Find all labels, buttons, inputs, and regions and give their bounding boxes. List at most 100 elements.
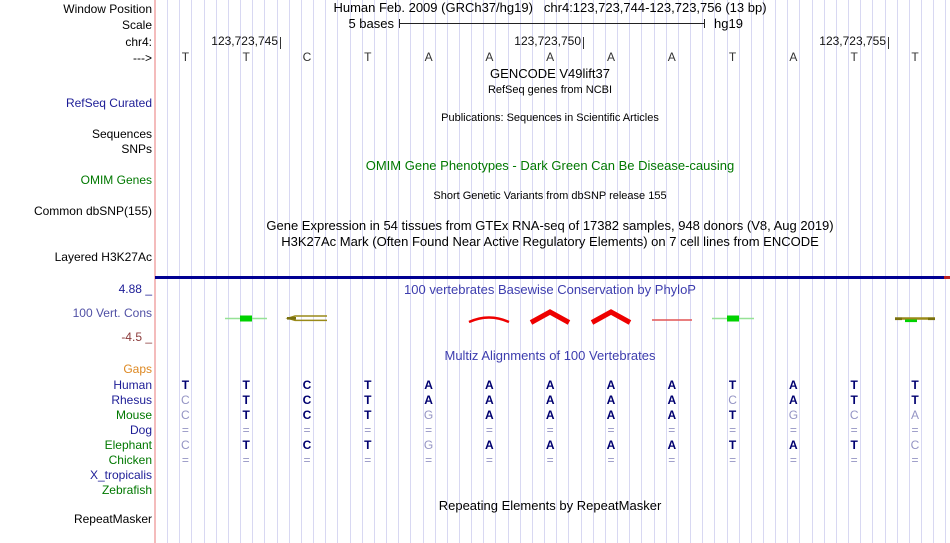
- alignment-base-human: A: [485, 378, 494, 392]
- alignment-base-dog: =: [668, 423, 676, 437]
- alignment-base-chicken: =: [789, 453, 797, 467]
- sequence-base: T: [728, 50, 737, 64]
- alignment-base-chicken: =: [425, 453, 433, 467]
- alignment-base-dog: =: [911, 423, 919, 437]
- alignment-base-chicken: =: [181, 453, 189, 467]
- alignment-base-mouse: T: [364, 408, 372, 422]
- ruler-position-label: 123,723,755: [819, 34, 886, 48]
- alignment-base-elephant: A: [545, 438, 555, 452]
- alignment-base-human: C: [302, 378, 312, 392]
- gridline: [738, 0, 740, 543]
- alignment-base-elephant: T: [364, 438, 372, 452]
- track-label-layered-h3k27ac[interactable]: Layered H3K27Ac: [54, 250, 152, 264]
- alignment-base-rhesus: A: [606, 393, 616, 407]
- gridline: [604, 0, 606, 543]
- alignment-base-dog: =: [242, 423, 250, 437]
- species-label-mouse[interactable]: Mouse: [115, 408, 152, 422]
- species-label-elephant[interactable]: Elephant: [104, 438, 152, 452]
- species-label-zebrafish[interactable]: Zebrafish: [101, 483, 152, 497]
- gridline: [884, 0, 886, 543]
- gridline: [337, 0, 339, 543]
- gridline: [702, 0, 704, 543]
- conservation-mark-red-peak: [589, 306, 633, 326]
- gridline: [373, 0, 375, 543]
- gridline: [227, 0, 229, 543]
- alignment-base-elephant: A: [789, 438, 798, 452]
- alignment-base-mouse: G: [788, 408, 799, 422]
- track-label-sequences[interactable]: Sequences: [91, 127, 152, 141]
- track-label-cons-min: -4.5 _: [121, 330, 152, 344]
- alignment-base-elephant: C: [302, 438, 312, 452]
- scale-bar-right-tick: [703, 19, 705, 28]
- alignment-base-chicken: =: [668, 453, 676, 467]
- gridline: [568, 0, 570, 543]
- alignment-base-mouse: A: [606, 408, 616, 422]
- alignment-base-rhesus: T: [850, 393, 858, 407]
- track-label-refseq-curated[interactable]: RefSeq Curated: [65, 96, 152, 110]
- gridline: [191, 0, 193, 543]
- alignment-base-rhesus: C: [302, 393, 312, 407]
- species-label-human[interactable]: Human: [113, 378, 152, 392]
- alignment-base-dog: =: [303, 423, 311, 437]
- gridline: [592, 0, 594, 543]
- gridline: [775, 0, 777, 543]
- gridline: [167, 0, 169, 543]
- scale-value-label: 5 bases: [348, 16, 394, 31]
- gridline: [872, 0, 874, 543]
- gridline: [933, 0, 935, 543]
- sequence-base: A: [546, 50, 555, 64]
- alignment-base-rhesus: C: [181, 393, 190, 407]
- sequence-base: T: [911, 50, 919, 64]
- alignment-base-elephant: T: [728, 438, 737, 452]
- alignment-base-dog: =: [485, 423, 493, 437]
- alignment-base-chicken: =: [911, 453, 919, 467]
- alignment-base-dog: =: [546, 423, 554, 437]
- gridline: [240, 0, 242, 543]
- conservation-mark-green-line-box: [224, 306, 268, 326]
- species-label-rhesus[interactable]: Rhesus: [111, 393, 152, 407]
- alignment-base-dog: =: [181, 423, 189, 437]
- track-label-repeatmasker[interactable]: RepeatMasker: [73, 512, 152, 526]
- alignment-base-human: A: [606, 378, 616, 392]
- gridline: [617, 0, 619, 543]
- alignment-base-mouse: A: [667, 408, 677, 422]
- sequence-base: T: [850, 50, 858, 64]
- track-label-window-position: Window Position: [63, 2, 152, 16]
- alignment-base-rhesus: A: [667, 393, 677, 407]
- gridline: [288, 0, 290, 543]
- track-label-common-dbsnp[interactable]: Common dbSNP(155): [33, 204, 152, 218]
- gridline: [361, 0, 363, 543]
- alignment-base-elephant: T: [850, 438, 858, 452]
- conservation-mark-red-hump: [467, 306, 511, 326]
- conservation-mark-red-peak: [528, 306, 572, 326]
- gtex-track-title: Gene Expression in 54 tissues from GTEx …: [266, 218, 834, 233]
- species-label-dog[interactable]: Dog: [129, 423, 152, 437]
- omim-track-title: OMIM Gene Phenotypes - Dark Green Can Be…: [365, 158, 735, 173]
- gridline: [714, 0, 716, 543]
- track-label-vert-cons[interactable]: 100 Vert. Cons: [72, 306, 152, 320]
- gridline: [835, 0, 837, 543]
- gridline: [179, 0, 181, 543]
- ruler-tick: [280, 37, 282, 49]
- gridline: [215, 0, 217, 543]
- species-label-gaps[interactable]: Gaps: [123, 362, 152, 376]
- repeatmasker-track-title: Repeating Elements by RepeatMasker: [438, 498, 662, 513]
- alignment-base-elephant: C: [181, 438, 190, 452]
- species-label-chicken[interactable]: Chicken: [108, 453, 152, 467]
- sequence-base: T: [242, 50, 250, 64]
- alignment-base-dog: =: [364, 423, 372, 437]
- alignment-base-chicken: =: [242, 453, 250, 467]
- gridline: [896, 0, 898, 543]
- alignment-base-rhesus: C: [728, 393, 737, 407]
- species-label-x_tropicalis[interactable]: X_tropicalis: [89, 468, 152, 482]
- track-label-snps[interactable]: SNPs: [121, 142, 152, 156]
- sequence-base: T: [364, 50, 372, 64]
- gridline: [629, 0, 631, 543]
- alignment-base-elephant: A: [606, 438, 616, 452]
- gridline: [422, 0, 424, 543]
- alignment-base-chicken: =: [607, 453, 615, 467]
- gridline: [386, 0, 388, 543]
- track-label-omim-genes[interactable]: OMIM Genes: [80, 173, 152, 187]
- alignment-base-mouse: C: [849, 408, 859, 422]
